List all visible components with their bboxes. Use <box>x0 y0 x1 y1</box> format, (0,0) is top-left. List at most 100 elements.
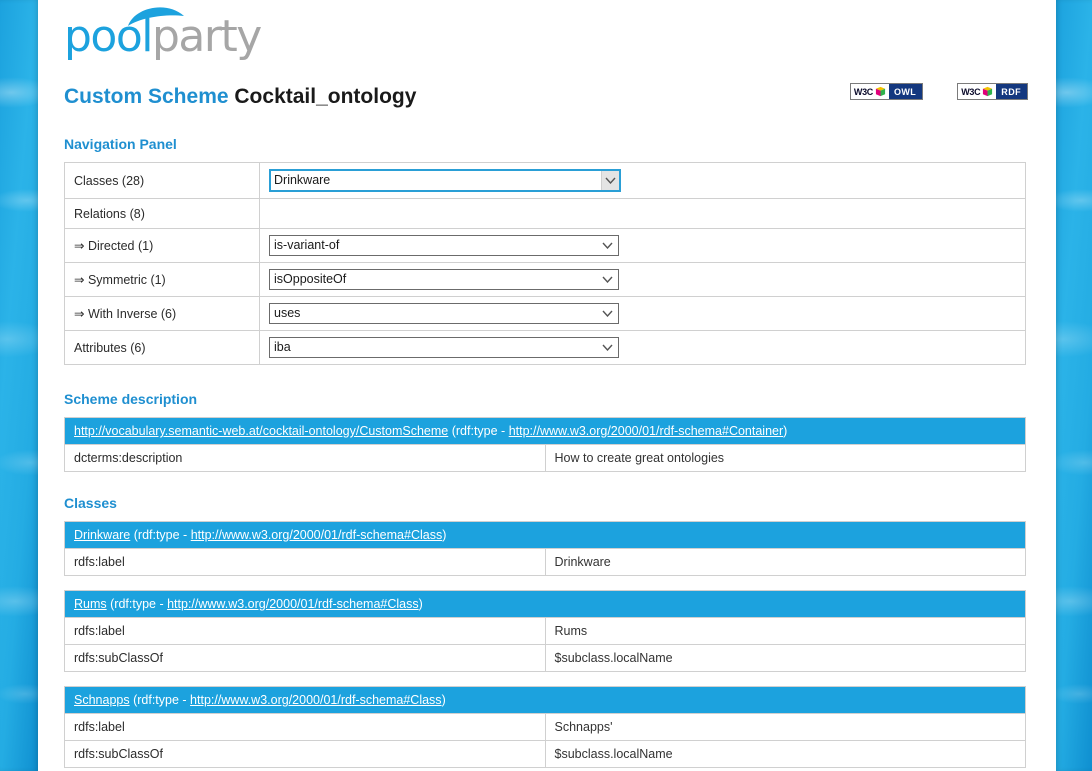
rdf-type-suffix: ) <box>418 597 423 611</box>
row-value: $subclass.localName <box>544 740 1026 768</box>
class-header-row-cell: Drinkware (rdf:type - http://www.w3.org/… <box>64 521 1026 549</box>
scheme-uri-link[interactable]: http://vocabulary.semantic-web.at/cockta… <box>74 424 449 438</box>
scheme-description-header-row: http://vocabulary.semantic-web.at/cockta… <box>64 417 1026 445</box>
badge-w3c-label: W3C <box>853 86 873 97</box>
page-title-name: Cocktail_ontology <box>234 85 417 108</box>
row-value: How to create great ontologies <box>544 444 1026 472</box>
nav-row-control-cell: uses <box>259 296 1026 331</box>
w3c-cube-icon <box>875 86 886 97</box>
row-key: rdfs:label <box>64 617 546 645</box>
nav-row-label: ⇒ With Inverse (6) <box>64 296 260 331</box>
row-key: rdfs:label <box>64 713 546 741</box>
w3c-badge-owl[interactable]: W3C OWL <box>849 83 924 100</box>
brand-logo[interactable]: poolparty <box>64 0 1028 68</box>
section-heading-classes: Classes <box>64 495 117 511</box>
badge-right-label: OWL <box>888 84 923 99</box>
table-row: dcterms:description How to create great o… <box>64 444 1026 472</box>
badge-right-label: RDF <box>996 84 1027 99</box>
nav-row-control-cell <box>259 198 1026 229</box>
class-name-link[interactable]: Drinkware <box>74 528 131 542</box>
rdf-type-prefix: (rdf:type - <box>448 424 509 438</box>
select-classes[interactable]: Drinkware <box>269 169 621 192</box>
rdf-type-prefix: (rdf:type - <box>129 693 191 707</box>
w3c-badge-rdf[interactable]: W3C RDF <box>957 83 1028 100</box>
navigation-panel-table: Classes (28) Drinkware Relations (8) ⇒ Dire… <box>64 162 1026 365</box>
nav-row-control-cell: iba <box>259 330 1026 365</box>
row-key: dcterms:description <box>64 444 546 472</box>
scheme-description-header-row-cell: http://vocabulary.semantic-web.at/cockta… <box>64 417 1026 445</box>
chevron-down-icon <box>601 338 614 357</box>
table-row: rdfs:label Schnapps' <box>64 713 1026 741</box>
class-name-link[interactable]: Rums <box>74 597 107 611</box>
page-title: Custom Scheme Cocktail_ontology <box>64 84 1028 110</box>
row-value: Drinkware <box>544 548 1026 576</box>
class-header-row: Rums (rdf:type - http://www.w3.org/2000/… <box>64 590 1026 618</box>
class-header-row-cell: Rums (rdf:type - http://www.w3.org/2000/… <box>64 590 1026 618</box>
row-key: rdfs:subClassOf <box>64 644 546 672</box>
select-selected-value: iba <box>274 340 291 354</box>
nav-row-label: ⇒ Symmetric (1) <box>64 262 260 297</box>
row-value: $subclass.localName <box>544 644 1026 672</box>
nav-row-control-cell: isOppositeOf <box>259 262 1026 297</box>
rdf-type-link[interactable]: http://www.w3.org/2000/01/rdf-schema#Con… <box>508 424 784 438</box>
section-heading-navigation-panel: Navigation Panel <box>64 136 177 152</box>
rdf-type-suffix: ) <box>442 528 447 542</box>
rdf-type-link[interactable]: http://www.w3.org/2000/01/rdf-schema#Cla… <box>190 528 443 542</box>
select-symmetric[interactable]: isOppositeOf <box>269 269 619 290</box>
rdf-type-prefix: (rdf:type - <box>130 528 191 542</box>
table-row: rdfs:subClassOf $subclass.localName <box>64 740 1026 768</box>
rdf-type-link[interactable]: http://www.w3.org/2000/01/rdf-schema#Cla… <box>190 693 442 707</box>
table-row: rdfs:subClassOf $subclass.localName <box>64 644 1026 672</box>
table-gap <box>64 576 1028 590</box>
logo-text-pool: pool <box>64 11 154 62</box>
chevron-down-icon <box>601 270 614 289</box>
select-attributes[interactable]: iba <box>269 337 619 358</box>
chevron-down-icon <box>601 304 614 323</box>
nav-row-label: Classes (28) <box>64 162 260 199</box>
nav-row: Classes (28) Drinkware <box>64 162 1026 199</box>
row-value: Rums <box>544 617 1026 645</box>
select-directed[interactable]: is-variant-of <box>269 235 619 256</box>
rdf-type-link[interactable]: http://www.w3.org/2000/01/rdf-schema#Cla… <box>167 597 419 611</box>
page-title-kind: Custom Scheme <box>64 85 229 108</box>
scheme-description-table: http://vocabulary.semantic-web.at/cockta… <box>64 417 1026 472</box>
nav-row-control-cell: Drinkware <box>259 162 1026 199</box>
row-key: rdfs:subClassOf <box>64 740 546 768</box>
nav-row: Attributes (6) iba <box>64 330 1026 365</box>
chevron-down-icon <box>601 171 619 190</box>
class-table-drinkware: Drinkware (rdf:type - http://www.w3.org/… <box>64 521 1026 576</box>
table-row: rdfs:label Rums <box>64 617 1026 645</box>
badge-left-w3c: W3C <box>958 84 997 99</box>
badge-w3c-label: W3C <box>961 86 981 97</box>
nav-row: Relations (8) <box>64 198 1026 229</box>
select-selected-value: Drinkware <box>274 173 331 187</box>
class-header-row: Drinkware (rdf:type - http://www.w3.org/… <box>64 521 1026 549</box>
pool-water-right-decoration <box>1056 0 1092 771</box>
nav-row: ⇒ Symmetric (1) isOppositeOf <box>64 262 1026 297</box>
class-table-rums: Rums (rdf:type - http://www.w3.org/2000/… <box>64 590 1026 672</box>
chevron-down-icon <box>601 236 614 255</box>
pool-water-left-decoration <box>0 0 38 771</box>
row-value: Schnapps' <box>544 713 1026 741</box>
nav-row-label: Attributes (6) <box>64 330 260 365</box>
badge-left-w3c: W3C <box>850 84 889 99</box>
section-heading-scheme-description: Scheme description <box>64 391 198 407</box>
class-header-row-cell: Schnapps (rdf:type - http://www.w3.org/2… <box>64 686 1026 714</box>
w3c-cube-icon <box>982 86 993 97</box>
nav-row: ⇒ Directed (1) is-variant-of <box>64 228 1026 263</box>
class-table-schnapps: Schnapps (rdf:type - http://www.w3.org/2… <box>64 686 1026 768</box>
umbrella-icon <box>128 7 184 26</box>
row-key: rdfs:label <box>64 548 546 576</box>
main-content: poolparty Custom Scheme Cocktail_ontolog… <box>64 0 1028 768</box>
w3c-badge-group: W3C OWL W3C RDF <box>849 83 1028 100</box>
select-with-inverse[interactable]: uses <box>269 303 619 324</box>
rdf-type-suffix: ) <box>441 693 446 707</box>
select-selected-value: uses <box>274 306 301 320</box>
select-selected-value: is-variant-of <box>274 238 340 252</box>
nav-row-control-cell: is-variant-of <box>259 228 1026 263</box>
classes-container: Drinkware (rdf:type - http://www.w3.org/… <box>64 521 1028 768</box>
select-selected-value: isOppositeOf <box>274 272 347 286</box>
class-name-link[interactable]: Schnapps <box>74 693 130 707</box>
poolparty-wordmark: poolparty <box>64 7 262 62</box>
